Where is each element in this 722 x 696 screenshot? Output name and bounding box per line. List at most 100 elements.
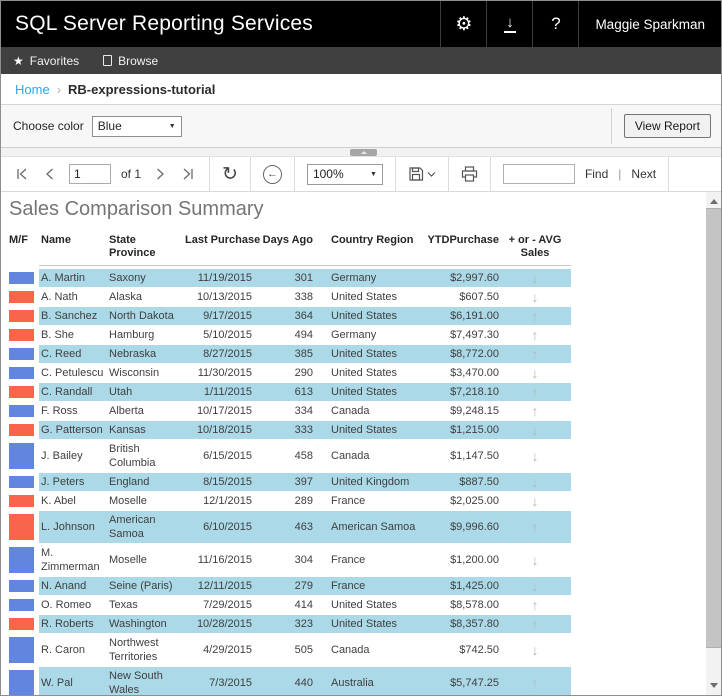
last-page-button[interactable] bbox=[179, 165, 197, 183]
table-row: O. Romeo Texas 7/29/2015 414 United States $8… bbox=[9, 596, 571, 615]
pagination-group: of 1 bbox=[1, 157, 209, 191]
ytd-cell: $1,200.00 bbox=[450, 554, 499, 566]
mf-cell bbox=[9, 269, 39, 287]
page-number-input[interactable] bbox=[69, 164, 111, 184]
country-cell: United States bbox=[315, 383, 427, 401]
gender-color-swatch bbox=[9, 580, 34, 592]
mf-cell bbox=[9, 615, 39, 633]
trend-cell: ↓ bbox=[499, 364, 571, 382]
ytd-cell: $1,215.00 bbox=[427, 421, 499, 439]
name-cell: J. Bailey bbox=[41, 450, 83, 462]
chevron-down-icon: ▼ bbox=[370, 170, 377, 178]
zoom-group: 100% ▼ bbox=[295, 157, 395, 191]
trend-up-arrow-icon: ↑ bbox=[531, 675, 539, 691]
gender-color-swatch bbox=[9, 670, 34, 695]
mf-cell bbox=[9, 345, 39, 363]
mf-cell bbox=[9, 288, 39, 306]
name-cell: G. Patterson bbox=[39, 421, 109, 439]
table-row: C. Petulescu Wisconsin 11/30/2015 290 United… bbox=[9, 364, 571, 383]
last-purchase-cell: 4/29/2015 bbox=[203, 644, 252, 656]
trend-up-arrow-icon: ↑ bbox=[531, 384, 539, 400]
vertical-scrollbar bbox=[706, 192, 721, 695]
gender-color-swatch bbox=[9, 405, 34, 417]
table-row: R. Roberts Washington 10/28/2015 323 United … bbox=[9, 615, 571, 634]
collapse-parameters-handle[interactable] bbox=[350, 149, 377, 156]
trend-cell: ↑ bbox=[499, 345, 571, 363]
scroll-up-button[interactable] bbox=[706, 194, 721, 209]
toolbar-separator bbox=[668, 157, 670, 191]
trend-up-arrow-icon: ↑ bbox=[531, 519, 539, 535]
find-group: Find | Next bbox=[491, 157, 668, 191]
last-purchase-cell: 1/11/2015 bbox=[181, 383, 259, 401]
help-icon: ? bbox=[551, 14, 561, 33]
trend-down-arrow-icon: ↓ bbox=[531, 578, 539, 594]
print-group bbox=[449, 157, 490, 191]
nav-item-browse[interactable]: Browse bbox=[91, 47, 170, 74]
state-cell: North Dakota bbox=[109, 307, 181, 325]
days-ago-cell: 290 bbox=[294, 367, 313, 379]
scrollbar-thumb[interactable] bbox=[706, 208, 721, 648]
parameter-splitter bbox=[1, 148, 721, 157]
gender-color-swatch bbox=[9, 599, 34, 611]
user-menu[interactable]: Maggie Sparkman bbox=[578, 1, 721, 47]
scroll-down-button[interactable] bbox=[706, 678, 721, 693]
nav-item-favorites[interactable]: ★ Favorites bbox=[1, 47, 91, 74]
trend-down-arrow-icon: ↓ bbox=[531, 493, 539, 509]
trend-down-arrow-icon: ↓ bbox=[531, 270, 539, 286]
table-row: N. Anand Seine (Paris) 12/11/2015 279 France… bbox=[9, 577, 571, 596]
table-row: L. Johnson American Samoa 6/10/2015 463 Amer… bbox=[9, 511, 571, 544]
refresh-button[interactable]: ↻ bbox=[222, 163, 238, 185]
help-button[interactable]: ? bbox=[532, 1, 578, 47]
table-row: F. Ross Alberta 10/17/2015 334 Canada $9,248.… bbox=[9, 402, 571, 421]
find-input[interactable] bbox=[502, 164, 575, 184]
name-cell: L. Johnson bbox=[39, 511, 109, 543]
toolbar-separator bbox=[489, 157, 491, 191]
triangle-down-icon bbox=[709, 683, 718, 688]
last-purchase-cell: 11/16/2015 bbox=[197, 554, 252, 566]
parameter-panel: Choose color Blue ▼ View Report bbox=[1, 104, 721, 148]
trend-cell: ↓ bbox=[499, 421, 571, 439]
first-page-button[interactable] bbox=[13, 165, 31, 183]
next-button[interactable]: Next bbox=[631, 167, 657, 181]
country-cell: Canada bbox=[331, 450, 370, 462]
view-report-button[interactable]: View Report bbox=[623, 114, 711, 138]
trend-cell: ↓ bbox=[499, 473, 571, 491]
choose-color-dropdown[interactable]: Blue ▼ bbox=[91, 115, 182, 137]
state-cell: American Samoa bbox=[109, 511, 181, 543]
ytd-cell: $7,497.30 bbox=[450, 329, 499, 341]
name-cell: C. Randall bbox=[39, 383, 109, 401]
last-purchase-cell: 6/15/2015 bbox=[203, 450, 252, 462]
last-purchase-cell: 7/29/2015 bbox=[203, 599, 252, 611]
star-icon: ★ bbox=[13, 53, 24, 68]
trend-cell: ↑ bbox=[499, 383, 571, 401]
export-button[interactable] bbox=[408, 166, 436, 182]
trend-down-arrow-icon: ↓ bbox=[531, 642, 539, 658]
next-page-button[interactable] bbox=[151, 165, 169, 183]
back-button[interactable]: ← bbox=[262, 164, 282, 184]
days-ago-cell: 289 bbox=[294, 495, 313, 507]
last-purchase-cell: 8/15/2015 bbox=[181, 473, 259, 491]
country-cell: United States bbox=[331, 599, 398, 611]
country-cell: United States bbox=[331, 291, 398, 303]
print-button[interactable] bbox=[461, 166, 478, 182]
trend-cell: ↑ bbox=[499, 307, 571, 325]
table-row: J. Peters England 8/15/2015 397 United Kingd… bbox=[9, 473, 571, 492]
country-cell: Germany bbox=[331, 329, 377, 341]
find-button[interactable]: Find bbox=[584, 167, 609, 181]
country-cell: United States bbox=[315, 421, 427, 439]
download-button[interactable]: ↓ bbox=[486, 1, 532, 47]
zoom-dropdown[interactable]: 100% ▼ bbox=[306, 163, 383, 185]
trend-cell: ↓ bbox=[499, 577, 571, 595]
settings-button[interactable]: ⚙ bbox=[440, 1, 486, 47]
toolbar-separator bbox=[447, 157, 449, 191]
trend-cell: ↑ bbox=[499, 615, 571, 633]
ytd-cell: $9,248.15 bbox=[450, 405, 499, 417]
breadcrumb-home-link[interactable]: Home bbox=[15, 81, 50, 97]
trend-cell: ↓ bbox=[499, 634, 571, 666]
previous-page-button[interactable] bbox=[41, 165, 59, 183]
last-purchase-cell: 9/17/2015 bbox=[181, 307, 259, 325]
last-purchase-cell: 10/28/2015 bbox=[181, 615, 259, 633]
trend-down-arrow-icon: ↓ bbox=[531, 422, 539, 438]
ytd-cell: $5,747.25 bbox=[427, 667, 499, 695]
